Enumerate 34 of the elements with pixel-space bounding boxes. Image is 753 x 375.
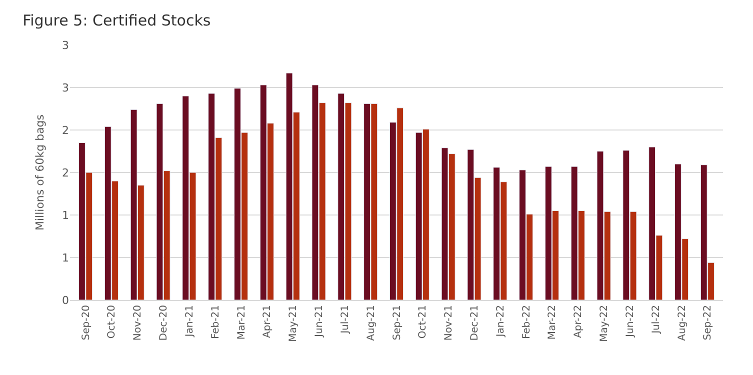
x-tick-label: Sep-20: [80, 305, 92, 340]
x-tick-label: May-22: [599, 305, 610, 342]
x-tick-label: Feb-22: [521, 305, 532, 340]
y-tick-label: 1: [62, 251, 69, 264]
x-tick-label: Dec-20: [158, 305, 170, 341]
x-tick-label: Jul-21: [340, 305, 351, 334]
x-tick-label: Feb-21: [210, 305, 222, 340]
x-tick-label: Mar-22: [547, 305, 558, 340]
y-tick-label: 2: [62, 166, 69, 180]
y-tick-label: 1: [62, 208, 69, 222]
x-tick-label: Sep-22: [702, 305, 714, 340]
y-tick-label: 0: [62, 294, 69, 307]
y-axis-title: Millions of 60kg bags: [34, 114, 47, 231]
x-tick-label: Jan-22: [495, 305, 506, 338]
y-tick-label: 2: [62, 124, 69, 137]
x-tick-label: Oct-21: [418, 305, 429, 339]
x-tick-label: Nov-21: [444, 305, 455, 341]
x-tick-label: Aug-21: [366, 305, 377, 341]
x-tick-label: Jun-22: [624, 305, 636, 338]
x-tick-label: Jun-21: [314, 305, 326, 338]
x-tick-label: Oct-20: [106, 305, 118, 339]
x-tick-label: Mar-21: [236, 305, 248, 340]
x-tick-label: Jul-22: [650, 305, 662, 334]
y-tick-label: 3: [62, 81, 69, 94]
x-tick-label: Apr-22: [573, 305, 584, 338]
x-tick-label: Sep-21: [392, 305, 403, 340]
x-tick-label: May-21: [288, 305, 300, 342]
x-tick-label: Dec-21: [469, 305, 480, 341]
x-tick-label: Jan-21: [184, 305, 196, 338]
x-tick-label: Nov-20: [132, 305, 144, 341]
y-tick-label: 3: [62, 38, 69, 52]
chart-title: Figure 5: Certified Stocks: [22, 12, 211, 30]
x-tick-label: Aug-22: [676, 305, 688, 341]
x-tick-label: Apr-21: [262, 305, 274, 338]
